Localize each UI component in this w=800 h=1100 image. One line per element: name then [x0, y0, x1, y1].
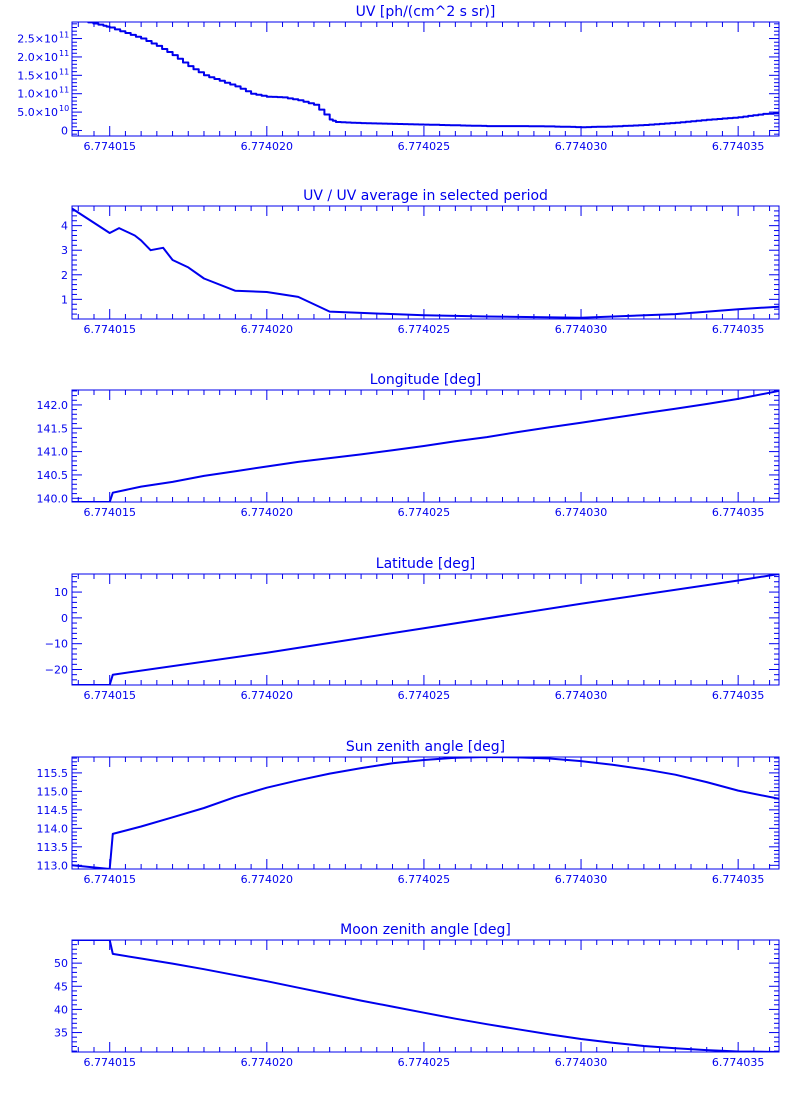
x-tick-label: 6.774020 — [241, 506, 294, 519]
y-tick-exponent: 11 — [59, 86, 69, 95]
y-tick-label: 10 — [54, 586, 68, 599]
x-tick-label: 6.774035 — [712, 873, 765, 886]
panel-title: UV / UV average in selected period — [303, 188, 548, 204]
panel-title: Sun zenith angle [deg] — [346, 739, 505, 755]
panel-6: Moon zenith angle [deg] 6.774015 6.774020 6… — [54, 922, 780, 1069]
y-tick-label: 45 — [54, 980, 68, 993]
x-tick-label: 6.774035 — [712, 689, 765, 702]
panel-title: Latitude [deg] — [376, 556, 475, 572]
x-tick-label: 6.774015 — [83, 506, 136, 519]
data-series-line — [72, 390, 779, 502]
y-tick-label: −20 — [45, 664, 68, 677]
y-tick-label: 141.0 — [37, 446, 69, 459]
y-tick-exponent: 11 — [59, 49, 69, 58]
y-tick-label: 142.0 — [37, 399, 69, 412]
x-tick-label: 6.774035 — [712, 140, 765, 153]
y-tick-label: 3 — [61, 244, 68, 257]
panel-2: UV / UV average in selected period 6.7740… — [61, 188, 780, 336]
plot-frame — [71, 389, 780, 503]
plot-frame — [71, 205, 780, 320]
x-tick-label: 6.774020 — [241, 873, 294, 886]
x-tick-label: 6.774015 — [83, 689, 136, 702]
x-tick-label: 6.774025 — [398, 689, 451, 702]
y-tick-label: 2.5×10 — [17, 33, 58, 46]
y-tick-exponent: 11 — [59, 31, 69, 40]
x-tick-label: 6.774020 — [241, 1056, 294, 1069]
x-tick-label: 6.774020 — [241, 323, 294, 336]
panel-3: Longitude [deg] 6.774015 6.774020 6.774025 6… — [37, 372, 780, 519]
plot-frame — [71, 573, 780, 686]
y-tick-label: 114.0 — [37, 822, 69, 835]
data-series-line — [72, 207, 779, 319]
y-tick-label: 50 — [54, 957, 68, 970]
y-tick-exponent: 11 — [59, 67, 69, 76]
plot-frame — [71, 939, 780, 1053]
x-tick-label: 6.774015 — [83, 140, 136, 153]
x-tick-label: 6.774025 — [398, 873, 451, 886]
x-tick-label: 6.774035 — [712, 323, 765, 336]
y-tick-label: 5.0×10 — [17, 106, 58, 119]
y-tick-label: 141.5 — [37, 422, 69, 435]
data-series-line — [72, 757, 779, 869]
x-tick-label: 6.774035 — [712, 506, 765, 519]
x-tick-label: 6.774030 — [555, 506, 608, 519]
x-tick-label: 6.774030 — [555, 1056, 608, 1069]
y-tick-label: 113.5 — [37, 841, 69, 854]
y-tick-label: 1.0×10 — [17, 88, 58, 101]
x-tick-label: 6.774030 — [555, 140, 608, 153]
x-tick-label: 6.774015 — [83, 873, 136, 886]
plot-frame — [71, 756, 780, 870]
x-tick-label: 6.774035 — [712, 1056, 765, 1069]
y-tick-label: −10 — [45, 638, 68, 651]
y-tick-exponent: 10 — [59, 104, 69, 113]
panel-5: Sun zenith angle [deg] 6.774015 6.774020 6.… — [37, 739, 780, 886]
y-tick-label: 0 — [61, 612, 68, 625]
y-tick-label: 2 — [61, 269, 68, 282]
panel-title: Moon zenith angle [deg] — [340, 922, 511, 938]
x-tick-label: 6.774015 — [83, 1056, 136, 1069]
panel-4: Latitude [deg] 6.774015 6.774020 6.774025 6.… — [45, 556, 780, 702]
plot-frame — [71, 21, 780, 137]
x-tick-label: 6.774030 — [555, 323, 608, 336]
y-tick-label: 1.5×10 — [17, 69, 58, 82]
y-tick-label: 113.0 — [37, 859, 69, 872]
y-tick-label: 140.0 — [37, 492, 69, 505]
x-tick-label: 6.774025 — [398, 323, 451, 336]
x-tick-label: 6.774020 — [241, 689, 294, 702]
y-tick-label: 2.0×10 — [17, 51, 58, 64]
x-tick-label: 6.774030 — [555, 689, 608, 702]
panel-title: UV [ph/(cm^2 s sr)] — [356, 4, 496, 20]
x-tick-label: 6.774030 — [555, 873, 608, 886]
y-tick-label: 35 — [54, 1027, 68, 1040]
x-tick-label: 6.774015 — [83, 323, 136, 336]
y-tick-label: 114.5 — [37, 804, 69, 817]
y-tick-label: 40 — [54, 1003, 68, 1016]
x-tick-label: 6.774025 — [398, 140, 451, 153]
data-series-line — [82, 22, 779, 129]
y-tick-label: 115.0 — [37, 785, 69, 798]
y-tick-label: 1 — [61, 293, 68, 306]
panel-title: Longitude [deg] — [370, 372, 481, 388]
y-tick-label: 115.5 — [37, 767, 69, 780]
panel-1: UV [ph/(cm^2 s sr)] 6.774015 6.774020 6.774… — [17, 4, 780, 153]
x-tick-label: 6.774020 — [241, 140, 294, 153]
y-tick-label: 140.5 — [37, 469, 69, 482]
x-tick-label: 6.774025 — [398, 506, 451, 519]
data-series-line — [72, 940, 779, 1052]
data-series-line — [72, 574, 779, 685]
x-tick-label: 6.774025 — [398, 1056, 451, 1069]
y-tick-label: 4 — [61, 220, 68, 233]
y-tick-label: 0 — [61, 124, 68, 137]
